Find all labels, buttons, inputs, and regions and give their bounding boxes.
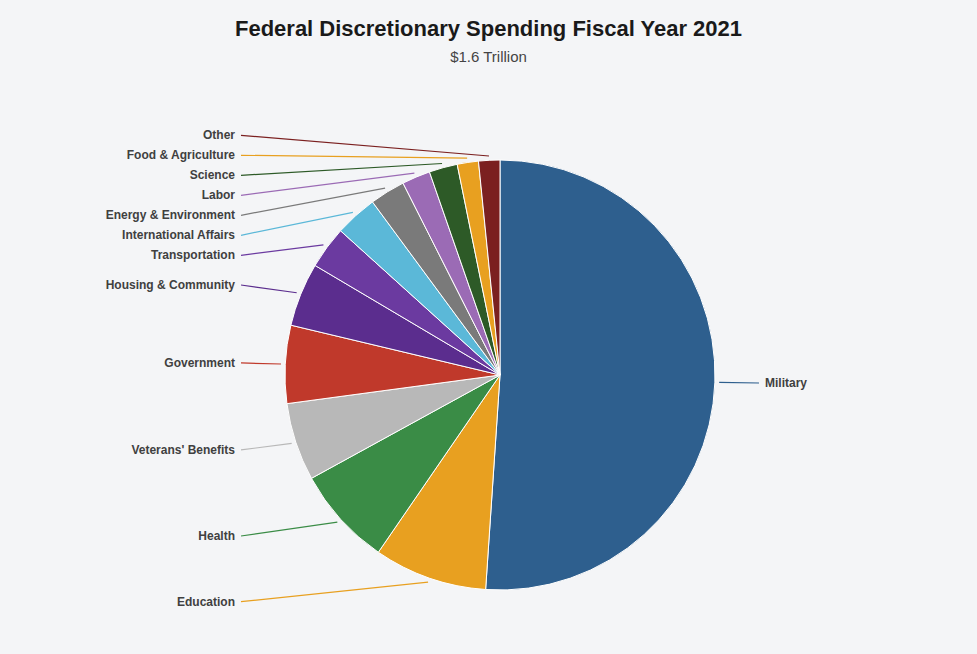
pie-slice bbox=[486, 160, 715, 590]
leader-line bbox=[241, 285, 297, 293]
slice-labels: Military Education Health Veterans' Benefit… bbox=[106, 128, 808, 608]
slice-label: Labor bbox=[202, 188, 236, 202]
slice-label: Science bbox=[190, 168, 236, 182]
leader-line bbox=[241, 245, 323, 255]
leader-line bbox=[241, 363, 281, 364]
slice-label: Other bbox=[203, 128, 235, 142]
slice-label: Transportation bbox=[151, 248, 235, 262]
slice-label: International Affairs bbox=[122, 228, 235, 242]
leader-line bbox=[241, 582, 428, 602]
chart-title: Federal Discretionary Spending Fiscal Ye… bbox=[235, 16, 742, 41]
leader-line bbox=[241, 135, 489, 156]
leader-line bbox=[241, 443, 292, 449]
chart-subtitle: $1.6 Trillion bbox=[450, 48, 527, 65]
slice-label: Veterans' Benefits bbox=[131, 443, 235, 457]
slice-label: Military bbox=[765, 376, 807, 390]
slice-label: Energy & Environment bbox=[106, 208, 235, 222]
slices bbox=[285, 160, 715, 590]
leader-lines bbox=[241, 135, 759, 601]
leader-line bbox=[241, 173, 414, 195]
leader-line bbox=[241, 155, 467, 158]
chart-svg: Federal Discretionary Spending Fiscal Ye… bbox=[0, 0, 977, 654]
leader-line bbox=[241, 522, 337, 536]
leader-line bbox=[241, 212, 353, 235]
leader-line bbox=[719, 382, 759, 384]
slice-label: Housing & Community bbox=[106, 278, 236, 292]
slice-label: Health bbox=[198, 529, 235, 543]
slice-label: Government bbox=[164, 356, 235, 370]
pie-slice bbox=[478, 160, 500, 375]
chart-container: Federal Discretionary Spending Fiscal Ye… bbox=[0, 0, 977, 654]
slice-label: Food & Agriculture bbox=[127, 148, 236, 162]
slice-label: Education bbox=[177, 595, 235, 609]
leader-line bbox=[241, 163, 442, 175]
